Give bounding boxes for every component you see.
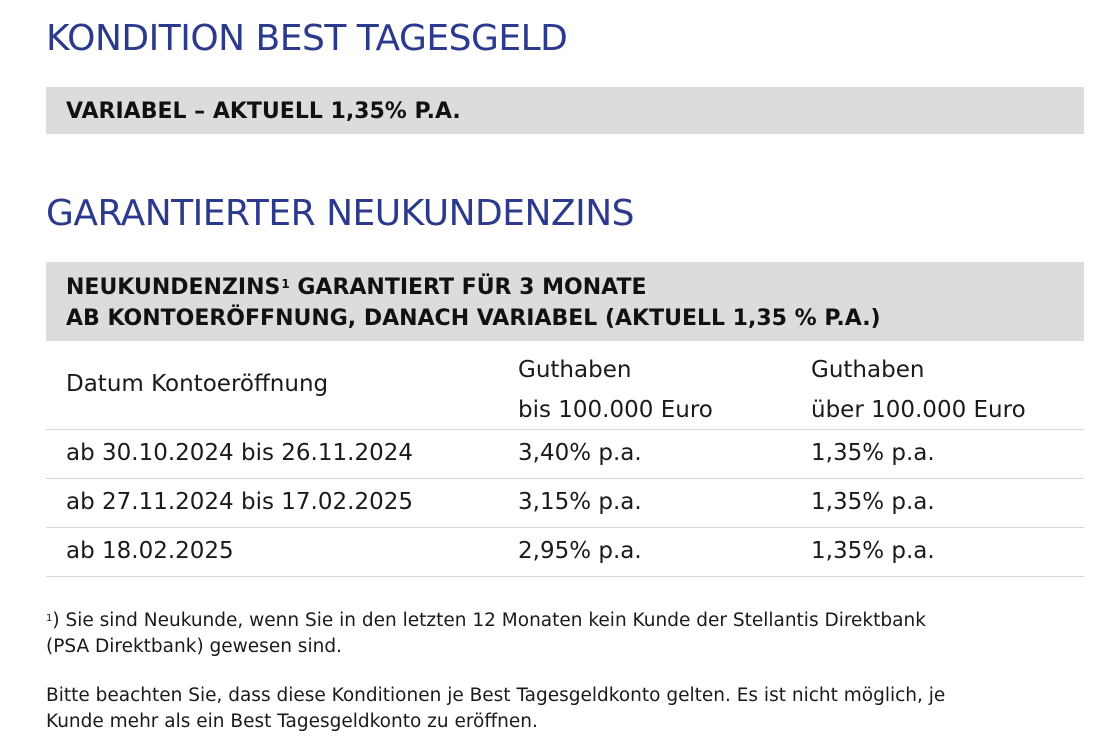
table-row: ab 30.10.2024 bis 26.11.2024 3,40% p.a. … xyxy=(46,430,1084,479)
header-balance-high-line2: über 100.000 Euro xyxy=(811,397,1026,423)
cell-rate-high: 1,35% p.a. xyxy=(811,538,935,564)
footnote-marker: 1 xyxy=(281,277,290,291)
header-opening-date: Datum Kontoeröffnung xyxy=(66,371,329,397)
cell-rate-low: 3,15% p.a. xyxy=(518,489,642,515)
cell-rate-low: 3,40% p.a. xyxy=(518,440,642,466)
notice-line2: Kunde mehr als ein Best Tagesgeldkonto z… xyxy=(46,711,538,732)
new-customer-banner-line2: AB KONTOERÖFFNUNG, DANACH VARIABEL (AKTU… xyxy=(66,306,881,331)
rate-banner: VARIABEL – AKTUELL 1,35% P.A. xyxy=(46,87,1084,134)
cell-rate-low: 2,95% p.a. xyxy=(518,538,642,564)
header-balance-high-line1: Guthaben xyxy=(811,357,925,383)
cell-period: ab 30.10.2024 bis 26.11.2024 xyxy=(66,440,413,466)
cell-rate-high: 1,35% p.a. xyxy=(811,489,935,515)
cell-period: ab 27.11.2024 bis 17.02.2025 xyxy=(66,489,413,515)
footnote-line1: 1) Sie sind Neukunde, wenn Sie in den le… xyxy=(46,608,926,634)
table-header-row: Datum Kontoeröffnung Guthaben bis 100.00… xyxy=(46,341,1084,430)
interest-rate-table: Datum Kontoeröffnung Guthaben bis 100.00… xyxy=(46,341,1084,577)
cell-rate-high: 1,35% p.a. xyxy=(811,440,935,466)
new-customer-banner: NEUKUNDENZINS1 GARANTIERT FÜR 3 MONATE A… xyxy=(46,262,1084,341)
table-row: ab 27.11.2024 bis 17.02.2025 3,15% p.a. … xyxy=(46,479,1084,528)
banner-label-rest: GARANTIERT FÜR 3 MONATE xyxy=(289,275,647,300)
notice-line1: Bitte beachten Sie, dass diese Kondition… xyxy=(46,685,946,706)
footnote-line2: (PSA Direktbank) gewesen sind. xyxy=(46,636,342,657)
section-title-neukundenzins: GARANTIERTER NEUKUNDENZINS xyxy=(46,193,634,234)
footnote-number: 1 xyxy=(46,613,53,624)
header-balance-low-line1: Guthaben xyxy=(518,357,632,383)
cell-period: ab 18.02.2025 xyxy=(66,538,234,564)
rate-banner-text: VARIABEL – AKTUELL 1,35% P.A. xyxy=(66,99,461,124)
table-row: ab 18.02.2025 2,95% p.a. 1,35% p.a. xyxy=(46,528,1084,577)
notice-one-account: Bitte beachten Sie, dass diese Kondition… xyxy=(46,683,945,735)
footnote-new-customer: 1) Sie sind Neukunde, wenn Sie in den le… xyxy=(46,608,926,660)
section-title-kondition: KONDITION BEST TAGESGELD xyxy=(46,18,568,59)
header-balance-high: Guthaben über 100.000 Euro xyxy=(811,350,1026,430)
header-balance-low: Guthaben bis 100.000 Euro xyxy=(518,350,713,430)
header-balance-low-line2: bis 100.000 Euro xyxy=(518,397,713,423)
footnote-text: ) Sie sind Neukunde, wenn Sie in den let… xyxy=(52,610,926,631)
new-customer-banner-line1: NEUKUNDENZINS1 GARANTIERT FÜR 3 MONATE xyxy=(66,272,1084,303)
banner-label: NEUKUNDENZINS xyxy=(66,275,281,300)
